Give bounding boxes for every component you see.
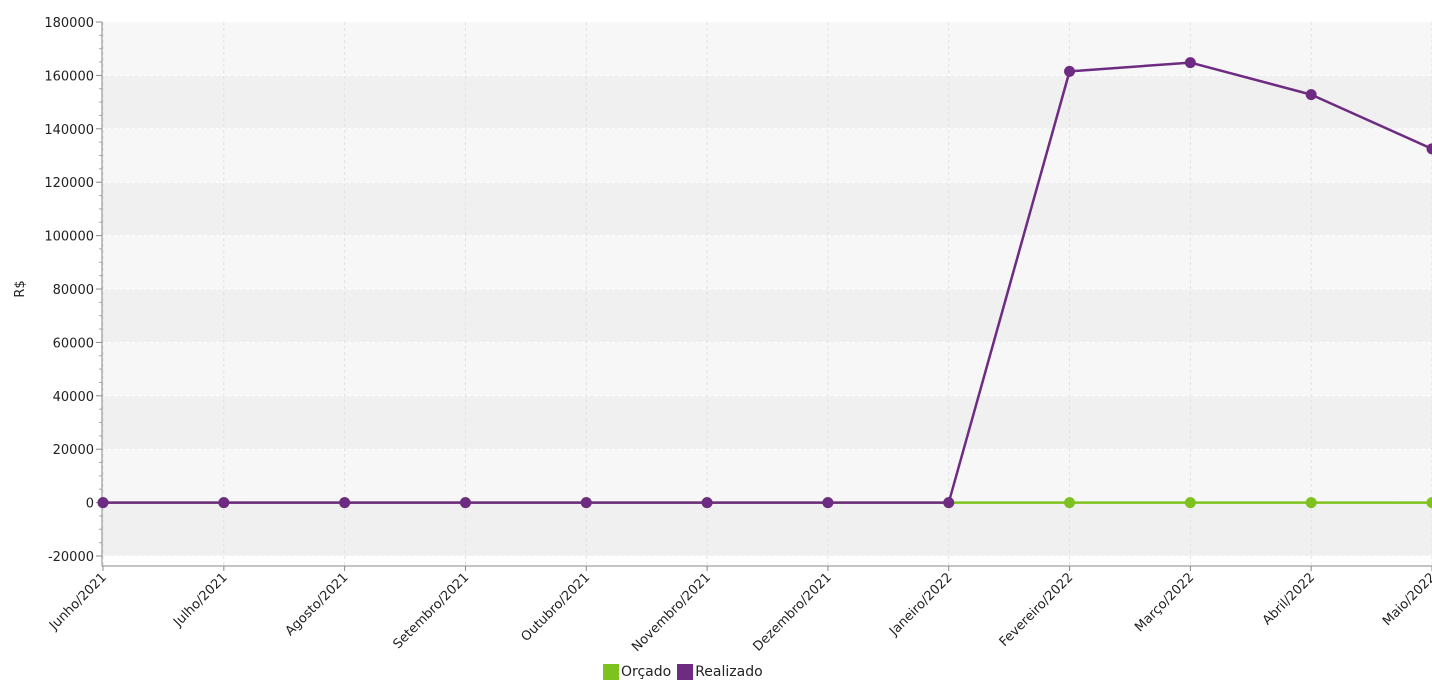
- y-tick-label: 160000: [44, 69, 94, 84]
- data-point[interactable]: [822, 497, 834, 509]
- data-point[interactable]: [1426, 497, 1432, 509]
- legend-swatch-realizado: [677, 664, 694, 680]
- legend-label-orcado: Orçado: [621, 664, 672, 680]
- x-tick-label: Setembro/2021: [390, 570, 472, 652]
- legend-item-realizado[interactable]: Realizado: [677, 664, 763, 680]
- series-layer: [97, 57, 1432, 509]
- background-band: [102, 342, 1432, 396]
- data-point[interactable]: [1426, 143, 1432, 155]
- background-bands: [102, 22, 1432, 556]
- x-tick-label: Julho/2021: [170, 570, 230, 630]
- data-point[interactable]: [1064, 65, 1076, 77]
- y-tick-label: 100000: [44, 230, 94, 245]
- background-band: [102, 128, 1432, 183]
- data-point[interactable]: [97, 497, 109, 509]
- series-line-segment: [1309, 93, 1432, 151]
- y-tick-label: 60000: [53, 336, 94, 351]
- y-tick-label: -20000: [48, 550, 94, 565]
- data-point[interactable]: [459, 497, 471, 509]
- y-tick-label: 0: [86, 497, 94, 512]
- data-point[interactable]: [339, 497, 351, 509]
- legend-item-orcado[interactable]: Orçado: [603, 664, 671, 680]
- data-point[interactable]: [1064, 497, 1076, 509]
- data-point[interactable]: [1305, 89, 1317, 101]
- x-tick-label: Maio/2022: [1380, 570, 1432, 629]
- data-point[interactable]: [701, 497, 713, 509]
- y-tick-label: 20000: [53, 443, 94, 458]
- legend: Orçado Realizado: [603, 664, 763, 680]
- y-tick-label: 80000: [53, 283, 94, 298]
- x-tick-label: Abril/2022: [1260, 570, 1318, 628]
- legend-label-realizado: Realizado: [695, 664, 763, 680]
- x-tick-label: Janeiro/2022: [886, 570, 955, 639]
- data-point[interactable]: [1184, 57, 1196, 69]
- y-tick-labels: -20000 0 20000 40000 60000 80000 100000 120000 1…: [44, 16, 94, 565]
- background-band: [102, 449, 1432, 503]
- series-realizado: [97, 57, 1432, 509]
- x-tick-label: Outubro/2021: [518, 570, 593, 645]
- y-tick-label: 140000: [44, 123, 94, 138]
- x-tick-label: Novembro/2021: [629, 570, 714, 655]
- background-band: [102, 75, 1432, 129]
- x-tick-label: Junho/2021: [46, 570, 110, 634]
- y-tick-label: 40000: [53, 390, 94, 405]
- background-band: [102, 182, 1432, 236]
- series-line-segment: [1068, 61, 1192, 73]
- y-axis-label: R$: [13, 280, 28, 297]
- x-tick-labels: Junho/2021 Julho/2021 Agosto/2021 Setembro/…: [46, 570, 1432, 655]
- y-tick-label: 180000: [44, 16, 94, 31]
- data-point[interactable]: [1305, 497, 1317, 509]
- series-line-segment: [1189, 61, 1313, 96]
- data-point[interactable]: [943, 497, 955, 509]
- background-band: [102, 235, 1432, 289]
- y-tick-label: 120000: [44, 176, 94, 191]
- legend-swatch-orcado: [603, 664, 619, 680]
- data-point[interactable]: [218, 497, 230, 509]
- x-tick-label: Março/2022: [1132, 570, 1197, 635]
- background-band: [102, 502, 1432, 556]
- gridlines: [102, 21, 1432, 566]
- background-band: [102, 395, 1432, 450]
- x-tick-label: Agosto/2021: [283, 570, 352, 639]
- data-point[interactable]: [580, 497, 592, 509]
- data-point[interactable]: [1184, 497, 1196, 509]
- x-tick-label: Dezembro/2021: [750, 570, 834, 654]
- background-band: [102, 22, 1432, 76]
- series-line-segment: [947, 70, 1071, 504]
- x-tick-label: Fevereiro/2022: [997, 570, 1077, 650]
- background-band: [102, 289, 1432, 343]
